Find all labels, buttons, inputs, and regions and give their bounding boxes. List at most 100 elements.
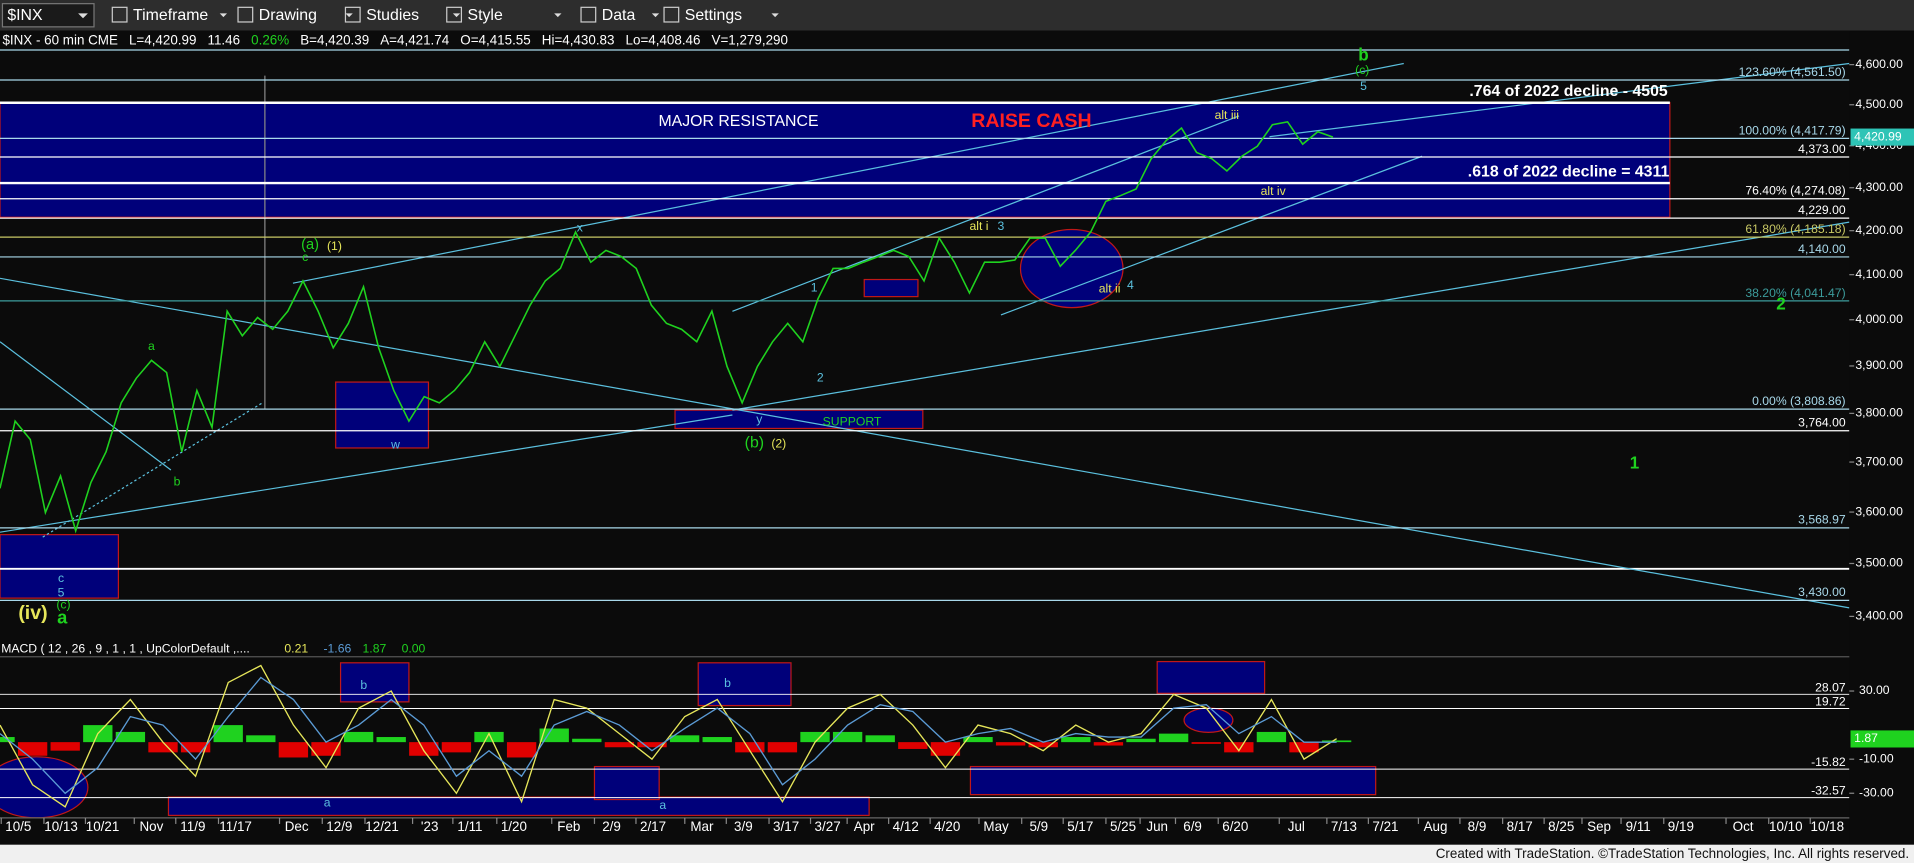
dropdown-arrow: [345, 13, 353, 18]
last-price-tag: [1850, 128, 1914, 146]
menu-item[interactable]: Drawing: [259, 7, 317, 24]
x-tick-label: 10/10: [1769, 819, 1803, 834]
last-value-tag: [1850, 730, 1914, 748]
menu-item[interactable]: Timeframe: [133, 7, 208, 24]
wave-label: MAJOR RESISTANCE: [658, 113, 818, 130]
wave-label: SUPPORT: [823, 415, 882, 429]
x-tick-label: '23: [421, 819, 438, 834]
x-tick-label: 5/9: [1029, 819, 1048, 834]
macd-histogram-bar: [637, 742, 667, 748]
study-value: 0.00: [402, 642, 426, 656]
wave-label: (b): [745, 434, 764, 451]
wave-label: alt iii: [1215, 108, 1239, 122]
last-price-label: 4,420.99: [1854, 129, 1902, 143]
macd-histogram-bar: [995, 742, 1026, 746]
macd-histogram-bar: [441, 742, 472, 753]
wave-label: b: [1358, 46, 1368, 65]
trendline: [732, 221, 1850, 411]
menu-icon[interactable]: [446, 6, 463, 23]
y-tick-label: 3,600.00: [1855, 504, 1903, 518]
macd-histogram-bar: [1126, 738, 1156, 743]
study-value: 1.87: [363, 642, 387, 656]
level-label: 3,764.00: [1798, 416, 1846, 430]
macd-histogram-bar: [1321, 740, 1352, 743]
x-tick-label: Nov: [139, 819, 163, 834]
menu-item[interactable]: Style: [468, 7, 503, 24]
symbol[interactable]: $INX: [7, 7, 43, 24]
dropdown-arrow: [651, 13, 660, 18]
wave-label: (iv): [18, 602, 47, 624]
x-tick-label: 2/17: [640, 819, 666, 834]
y-tick-label: 3,700.00: [1855, 454, 1903, 468]
level-label: 3,430.00: [1798, 585, 1846, 599]
trendline: [1269, 62, 1850, 138]
macd-histogram-bar: [767, 742, 798, 753]
x-tick-label: 12/9: [326, 819, 352, 834]
macd-histogram-bar: [148, 742, 178, 753]
dropdown-arrow: [78, 13, 88, 19]
macd-box: [1156, 660, 1266, 694]
macd-wave-label: b: [724, 676, 731, 690]
wave-label: 2: [817, 371, 824, 385]
x-tick-label: 9/19: [1668, 819, 1694, 834]
x-tick-label: 7/21: [1372, 819, 1398, 834]
trendline: [0, 414, 733, 533]
wave-label: (c): [1355, 63, 1369, 77]
macd-histogram-bar: [898, 742, 928, 749]
wave-label: (2): [771, 437, 786, 451]
level-label: 4,373.00: [1798, 142, 1846, 156]
macd-box: [167, 796, 870, 817]
macd-box: [593, 765, 660, 801]
y-tick-label: 3,500.00: [1855, 556, 1903, 570]
wave-label: alt i: [969, 219, 988, 233]
macd-box: [969, 765, 1377, 796]
macd-histogram-bar: [409, 742, 439, 756]
macd-histogram-bar: [506, 742, 537, 758]
x-tick-label: May: [983, 819, 1009, 834]
header-field: A=4,421.74: [380, 32, 450, 47]
macd-histogram-bar: [963, 737, 993, 743]
y-tick-label: -30.00: [1859, 785, 1894, 799]
y-tick-label: 30.00: [1859, 683, 1890, 697]
y-tick-label: 3,800.00: [1855, 406, 1903, 420]
symbol-box[interactable]: [1, 3, 95, 28]
menu-icon[interactable]: [344, 6, 361, 23]
wave-label: alt iv: [1261, 184, 1287, 198]
macd-histogram-bar: [213, 725, 243, 743]
menu-icon[interactable]: [663, 6, 680, 23]
menu-item[interactable]: Settings: [685, 7, 742, 24]
trendline: [42, 402, 263, 538]
macd-line: [0, 664, 1337, 808]
wave-label: 4: [1127, 278, 1134, 292]
y-tick-label: 4,300.00: [1855, 180, 1903, 194]
wave-label: 1: [811, 280, 818, 294]
header-bar: [0, 30, 1914, 51]
decline-label: .764 of 2022 decline - 4505: [1469, 83, 1668, 100]
header-field: L=4,420.99: [129, 32, 196, 47]
x-tick-label: 4/20: [934, 819, 960, 834]
macd-histogram-bar: [1093, 742, 1124, 746]
macd-level-label: -15.82: [1811, 755, 1846, 769]
macd-histogram-bar: [702, 737, 732, 743]
macd-level-label: -32.57: [1811, 784, 1846, 798]
macd-level-label: 19.72: [1815, 695, 1846, 709]
wave-label: b: [174, 474, 181, 488]
x-tick-label: 3/9: [734, 819, 753, 834]
x-tick-label: 10/5: [5, 819, 31, 834]
menu-icon[interactable]: [111, 6, 128, 23]
study-value: 0.21: [284, 642, 308, 656]
menu-icon[interactable]: [237, 6, 254, 23]
x-tick-label: 5/25: [1110, 819, 1136, 834]
study-title: MACD ( 12 , 26 , 9 , 1 , 1 , UpColorDefa…: [1, 642, 250, 656]
menu-item[interactable]: Studies: [366, 7, 419, 24]
study-value: -1.66: [323, 642, 351, 656]
level-label: 61.80% (4,185.18): [1745, 222, 1845, 236]
macd-histogram-bar: [1289, 742, 1319, 753]
footer-bar: [0, 844, 1914, 863]
menu-item[interactable]: Data: [602, 7, 636, 24]
level-label: 3,568.97: [1798, 513, 1846, 527]
header-field: Hi=4,430.83: [542, 32, 615, 47]
menu-icon[interactable]: [580, 6, 597, 23]
